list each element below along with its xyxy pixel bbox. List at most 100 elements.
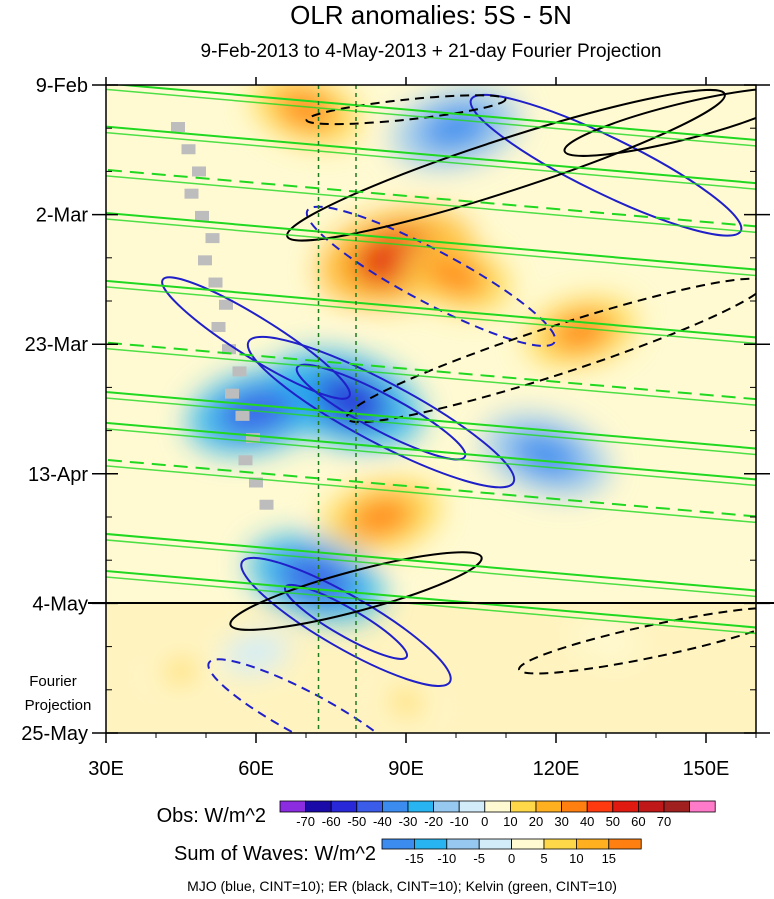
reference-longitude-lines <box>317 85 357 733</box>
missing-cell <box>184 188 199 199</box>
colorbar-tick-label: 60 <box>631 814 645 829</box>
colorbar-tick-label: -20 <box>424 814 443 829</box>
anomaly-feature <box>368 677 444 728</box>
colorbar-tick-label: -40 <box>373 814 392 829</box>
colorbar-swatch <box>509 800 537 813</box>
colorbar-swatch <box>561 800 588 813</box>
colorbar-tick-label: -10 <box>437 851 456 866</box>
anomaly-feature <box>400 240 512 313</box>
missing-cell <box>225 388 239 399</box>
colorbar-tick-label: 10 <box>503 814 517 829</box>
y-axis: 9-Feb 2-Mar 23-Mar 13-Apr 4-May 25-May <box>21 75 770 745</box>
chart-subtitle: 9-Feb-2013 to 4-May-2013 + 21-day Fourie… <box>201 41 662 62</box>
missing-cell <box>192 166 206 177</box>
obs-colorbar-label: Obs: W/m^2 <box>157 805 266 827</box>
anomaly-feature <box>572 618 640 663</box>
colorbar-swatch <box>484 800 511 813</box>
y-tick-label: 9-Feb <box>36 75 88 97</box>
wave-contour <box>246 335 516 489</box>
wave-contour <box>106 279 756 339</box>
colorbar-tick-label: 40 <box>580 814 594 829</box>
waves-colorbar-label: Sum of Waves: W/m^2 <box>174 843 376 865</box>
x-axis: 30E 60E 90E 120E 150E <box>88 77 757 780</box>
wave-contour <box>106 125 756 185</box>
plot-frame <box>105 84 757 734</box>
missing-cell <box>195 210 209 221</box>
colorbar-swatch <box>305 800 332 813</box>
wave-contour <box>229 551 483 631</box>
wave-contour <box>106 576 756 635</box>
y-tick-label: 2-Mar <box>36 205 89 227</box>
colorbar-tick-label: -10 <box>450 814 469 829</box>
colorbar-swatch <box>279 800 307 813</box>
missing-cell <box>246 433 260 444</box>
wave-contour <box>106 569 756 629</box>
anomaly-feature <box>391 88 521 169</box>
wave-contour <box>106 218 756 277</box>
colorbar-swatch <box>638 800 665 813</box>
wave-contour <box>305 94 507 126</box>
wave-contour <box>106 168 756 228</box>
colorbar-swatch <box>330 800 358 813</box>
colorbar-swatch <box>458 800 486 813</box>
colorbar-swatch <box>608 838 642 850</box>
colorbar-swatch <box>612 800 639 813</box>
colorbar-swatch <box>689 800 716 813</box>
obs-colorbar: -70 -60 -50 -40 -30 -20 -10 0 10 20 30 40 50 60 70 <box>279 800 716 829</box>
wave-contour <box>106 397 756 456</box>
colorbar-tick-label: -5 <box>473 851 485 866</box>
colorbar-swatch <box>381 800 409 813</box>
missing-cell <box>259 499 274 510</box>
missing-cell <box>198 255 212 266</box>
colorbar-tick-label: -30 <box>399 814 418 829</box>
colorbar-tick-label: 0 <box>481 814 488 829</box>
y-tick-label: 25-May <box>21 723 88 745</box>
colorbar-swatch <box>356 800 383 813</box>
colorbar-tick-label: 50 <box>606 814 620 829</box>
colorbar-tick-label: 0 <box>508 851 515 866</box>
colorbar-swatch <box>413 838 448 850</box>
colorbar-swatch <box>407 800 435 813</box>
wave-contour <box>106 428 756 487</box>
anomaly-feature <box>320 479 442 555</box>
missing-cell <box>235 410 250 421</box>
wave-contour <box>106 458 756 518</box>
missing-cell <box>211 321 226 332</box>
wave-contour <box>106 286 756 345</box>
colorbar-tick-label: 15 <box>602 851 616 866</box>
missing-cell <box>249 477 263 488</box>
wave-contour <box>106 131 756 190</box>
colorbar-tick-label: 70 <box>657 814 671 829</box>
wave-contour <box>106 341 756 401</box>
colorbar-swatch <box>446 838 480 850</box>
missing-cell <box>208 277 223 288</box>
colorbar-swatch <box>576 838 610 850</box>
missing-data-cells <box>171 122 274 510</box>
colorbar-tick-label: 20 <box>529 814 543 829</box>
missing-cell <box>222 344 236 355</box>
wave-contour <box>207 658 405 733</box>
colorbar-swatch <box>433 800 460 813</box>
missing-cell <box>205 233 220 244</box>
x-tick-label: 60E <box>238 758 274 780</box>
wave-contour <box>112 85 756 141</box>
wave-contour <box>106 532 756 592</box>
projection-label-line1: Fourier <box>29 673 77 690</box>
colorbar-swatch <box>663 800 691 813</box>
wave-contours <box>106 85 756 733</box>
missing-cell <box>171 122 185 133</box>
colorbar-tick-label: -60 <box>322 814 341 829</box>
x-tick-label: 120E <box>533 758 580 780</box>
colorbar-tick-label: -50 <box>347 814 366 829</box>
projection-label-line2: Projection <box>25 697 92 714</box>
y-tick-label: 23-Mar <box>25 334 89 356</box>
x-tick-label: 30E <box>88 758 124 780</box>
wave-contour <box>106 175 756 234</box>
wave-contour <box>106 539 756 598</box>
wave-contour <box>106 212 756 271</box>
wave-contour <box>295 363 467 461</box>
y-tick-label: 13-Apr <box>28 464 88 486</box>
wave-contour <box>106 390 756 450</box>
wave-contour <box>305 205 557 347</box>
missing-cell <box>232 366 247 377</box>
